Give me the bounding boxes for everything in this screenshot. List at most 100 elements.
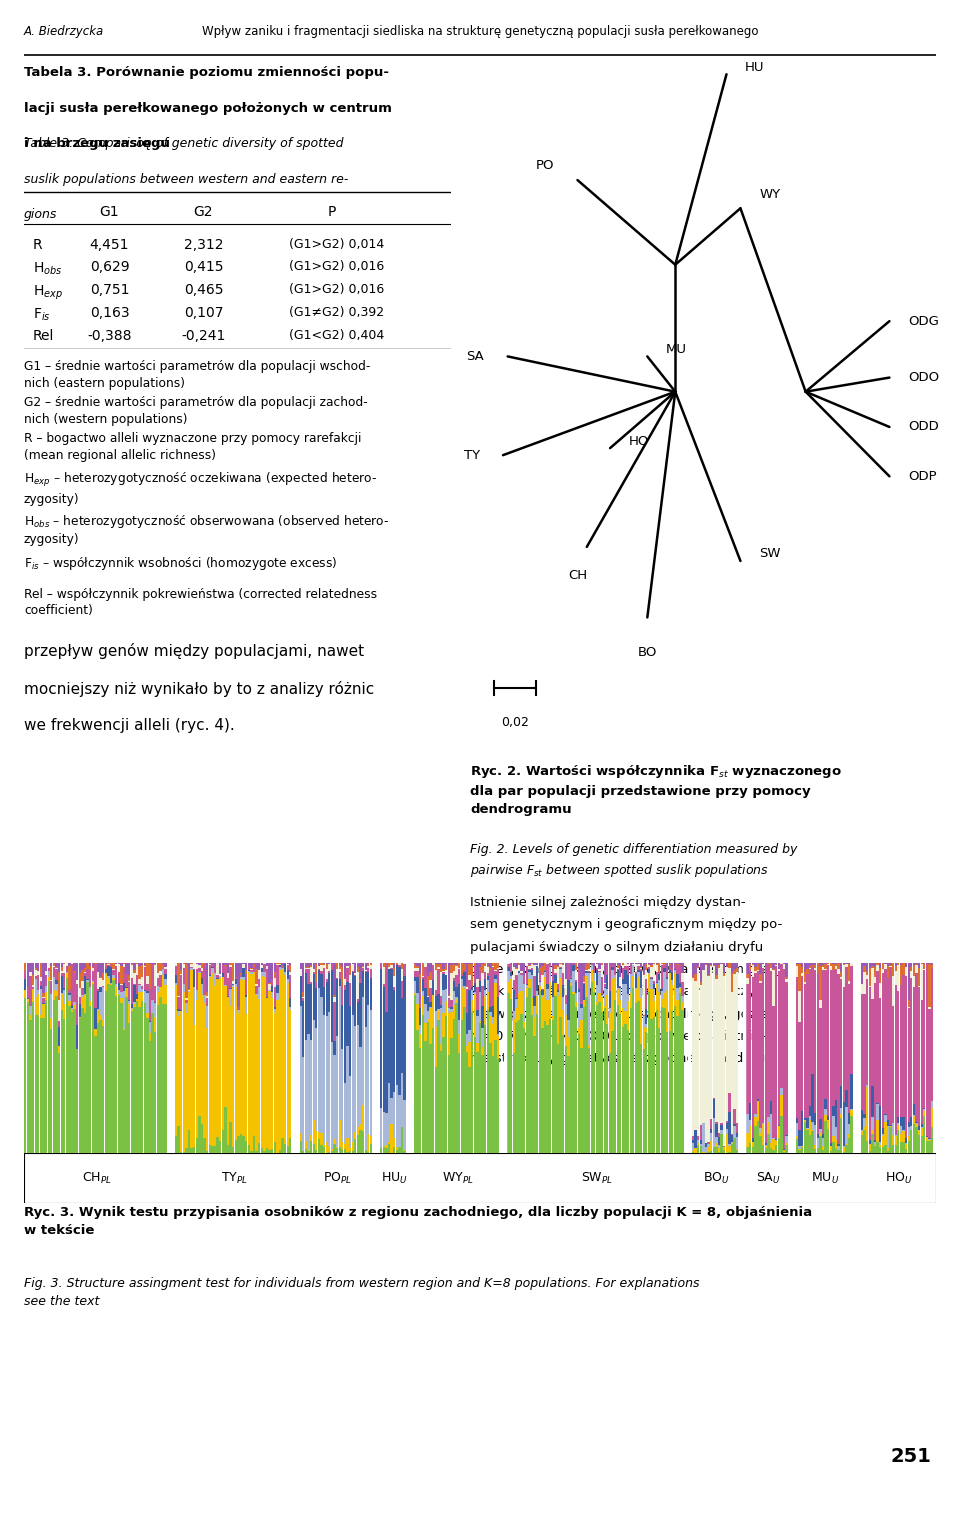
- Bar: [380, 1107, 382, 1148]
- Bar: [598, 969, 601, 971]
- Bar: [146, 963, 149, 975]
- Bar: [388, 969, 390, 1083]
- Bar: [214, 966, 216, 972]
- Bar: [216, 980, 219, 1138]
- Bar: [105, 965, 107, 966]
- Bar: [848, 963, 851, 981]
- Bar: [516, 1021, 517, 1153]
- Bar: [185, 1000, 187, 1003]
- Bar: [863, 972, 866, 995]
- Bar: [97, 1010, 99, 1024]
- Bar: [866, 1086, 868, 1141]
- Bar: [100, 963, 102, 977]
- Text: 0,751: 0,751: [89, 284, 130, 297]
- Bar: [424, 1041, 426, 1153]
- Bar: [144, 966, 146, 968]
- Bar: [42, 963, 45, 994]
- Bar: [531, 998, 533, 1015]
- Bar: [115, 985, 117, 988]
- Bar: [190, 1148, 193, 1153]
- Bar: [429, 1007, 432, 1044]
- Bar: [82, 969, 84, 981]
- Bar: [627, 1030, 629, 1153]
- Bar: [490, 963, 492, 968]
- Bar: [612, 963, 613, 968]
- Bar: [112, 969, 115, 974]
- Text: 0,107: 0,107: [183, 306, 223, 320]
- Bar: [321, 971, 323, 974]
- Bar: [749, 1103, 752, 1120]
- Bar: [347, 981, 348, 1047]
- Bar: [759, 983, 762, 1129]
- Bar: [351, 972, 354, 1015]
- Bar: [560, 965, 562, 968]
- Bar: [380, 963, 382, 969]
- Bar: [671, 963, 674, 968]
- Bar: [133, 972, 135, 985]
- Bar: [898, 1130, 900, 1153]
- Text: P: P: [327, 205, 336, 218]
- Bar: [624, 1010, 627, 1024]
- Bar: [65, 966, 68, 972]
- Bar: [354, 975, 356, 1027]
- Text: -0,241: -0,241: [181, 329, 226, 343]
- Bar: [401, 1074, 403, 1127]
- Bar: [778, 969, 780, 971]
- Bar: [604, 988, 606, 1006]
- Bar: [622, 1027, 624, 1153]
- Bar: [112, 980, 115, 1153]
- Bar: [258, 988, 260, 1000]
- Bar: [240, 980, 242, 1135]
- Bar: [593, 963, 595, 966]
- Bar: [653, 989, 656, 1001]
- Bar: [666, 971, 668, 977]
- Bar: [484, 966, 487, 972]
- Bar: [276, 985, 278, 994]
- Bar: [913, 975, 915, 988]
- Bar: [487, 966, 489, 972]
- Bar: [851, 1110, 852, 1117]
- Bar: [635, 963, 637, 972]
- Bar: [232, 981, 234, 983]
- Bar: [731, 1135, 733, 1142]
- Bar: [806, 963, 808, 968]
- Bar: [819, 963, 822, 966]
- Bar: [440, 1044, 443, 1051]
- Bar: [640, 998, 642, 1044]
- Bar: [473, 992, 476, 994]
- Bar: [450, 1007, 452, 1009]
- Bar: [417, 1004, 419, 1030]
- Bar: [258, 963, 260, 969]
- Bar: [136, 995, 138, 998]
- Bar: [697, 966, 700, 968]
- Bar: [549, 1019, 551, 1153]
- Bar: [895, 966, 897, 971]
- Bar: [227, 1145, 229, 1153]
- Bar: [89, 988, 91, 1001]
- Bar: [752, 965, 754, 977]
- Bar: [736, 1133, 738, 1138]
- Bar: [307, 969, 310, 985]
- Bar: [676, 965, 679, 974]
- Bar: [931, 968, 933, 1101]
- Bar: [461, 988, 463, 1021]
- Bar: [403, 1151, 406, 1153]
- Bar: [84, 995, 86, 1013]
- Bar: [302, 992, 304, 997]
- Bar: [71, 1007, 73, 1010]
- Bar: [35, 997, 36, 1015]
- Bar: [367, 971, 370, 1006]
- Bar: [851, 966, 852, 1074]
- Bar: [354, 1132, 356, 1139]
- Bar: [35, 980, 36, 997]
- Bar: [531, 971, 533, 975]
- Bar: [443, 969, 444, 971]
- Bar: [479, 966, 481, 969]
- Bar: [697, 1144, 700, 1145]
- Bar: [526, 985, 528, 988]
- Text: G1: G1: [100, 205, 119, 218]
- Bar: [840, 972, 842, 977]
- Bar: [164, 1004, 167, 1153]
- Bar: [84, 1013, 86, 1153]
- Bar: [825, 968, 827, 971]
